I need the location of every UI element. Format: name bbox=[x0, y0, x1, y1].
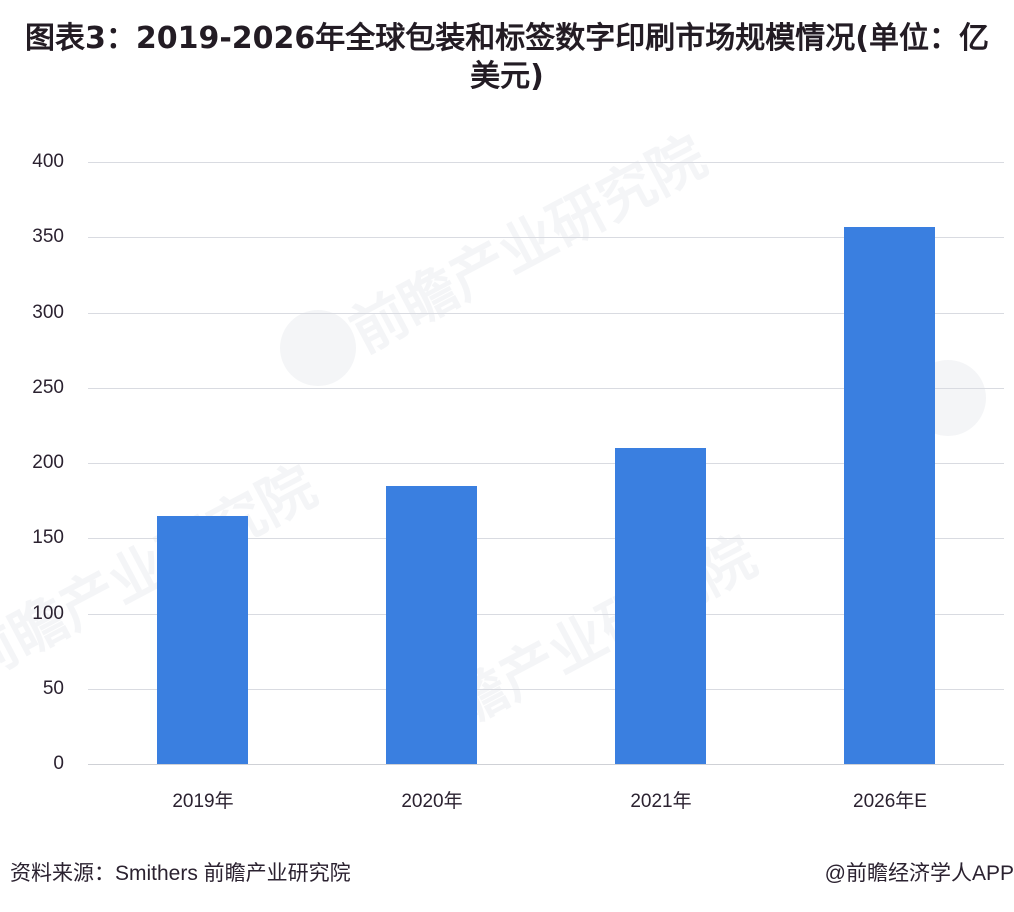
gridline bbox=[88, 614, 1004, 615]
y-tick-label: 0 bbox=[53, 753, 64, 774]
gridline bbox=[88, 463, 1004, 464]
gridline bbox=[88, 162, 1004, 163]
bar-0 bbox=[157, 516, 248, 764]
gridline bbox=[88, 313, 1004, 314]
x-tick-label: 2026年E bbox=[853, 791, 927, 812]
bar-1 bbox=[386, 486, 477, 764]
x-tick-label: 2021年 bbox=[630, 791, 692, 812]
gridline bbox=[88, 388, 1004, 389]
gridline bbox=[88, 538, 1004, 539]
x-tick-label: 2020年 bbox=[401, 791, 463, 812]
credit-note: @前瞻经济学人APP bbox=[824, 862, 1014, 885]
y-tick-label: 300 bbox=[32, 302, 64, 323]
y-tick-label: 100 bbox=[32, 603, 64, 624]
source-note: 资料来源：Smithers 前瞻产业研究院 bbox=[10, 862, 351, 885]
x-tick-label: 2019年 bbox=[172, 791, 234, 812]
y-tick-label: 50 bbox=[42, 678, 64, 699]
y-tick-label: 150 bbox=[32, 527, 64, 548]
y-tick-label: 200 bbox=[32, 452, 64, 473]
gridline bbox=[88, 237, 1004, 238]
bar-2 bbox=[615, 448, 706, 764]
bar-3 bbox=[844, 227, 935, 764]
y-tick-label: 400 bbox=[32, 151, 64, 172]
gridline bbox=[88, 689, 1004, 690]
x-axis-line bbox=[88, 764, 1004, 765]
chart-title: 图表3：2019-2026年全球包装和标签数字印刷市场规模情况(单位：亿美元) bbox=[24, 21, 990, 94]
y-tick-label: 350 bbox=[32, 226, 64, 247]
y-tick-label: 250 bbox=[32, 377, 64, 398]
